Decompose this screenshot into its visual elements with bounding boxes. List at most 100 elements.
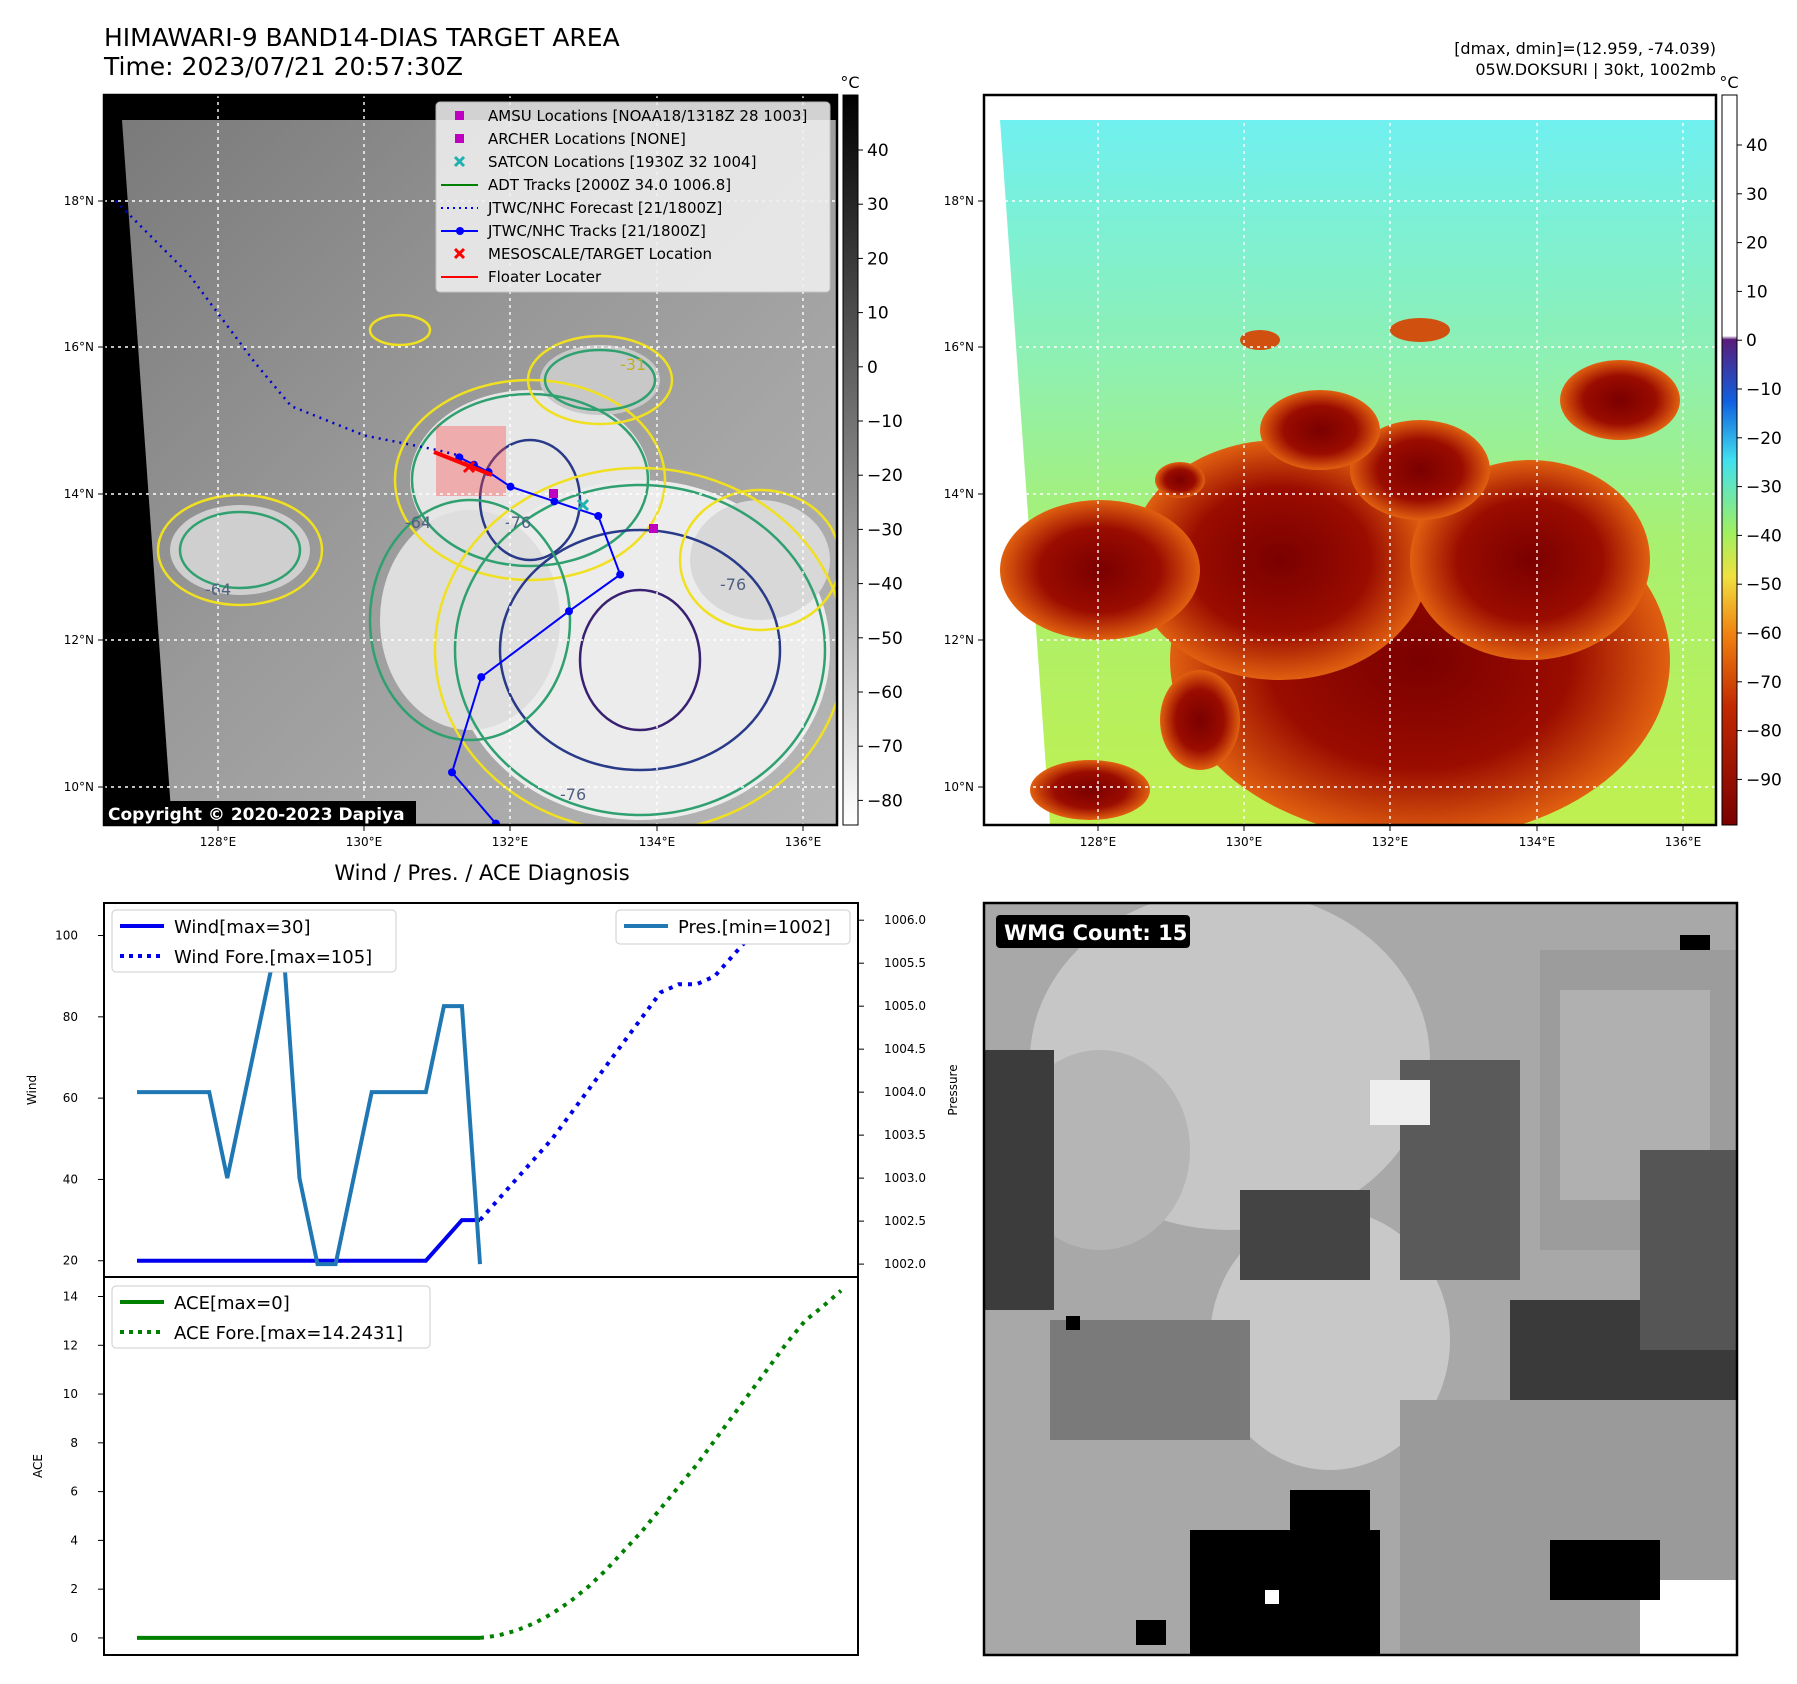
colorbar-tick-label: 0: [1746, 331, 1757, 351]
lat-tick-label: 18°N: [64, 194, 94, 208]
legend-entry: MESOSCALE/TARGET Location: [453, 245, 712, 263]
lon-tick-label: 134°E: [1519, 835, 1556, 849]
wind-tick-label: 20: [63, 1254, 78, 1268]
colorbar-tick-label: −20: [867, 466, 903, 486]
ace-tick-label: 4: [70, 1533, 78, 1547]
colorbar-tick-label: 0: [867, 358, 878, 378]
lon-tick-label: 128°E: [200, 835, 237, 849]
lon-tick-label: 130°E: [1226, 835, 1263, 849]
lon-tick-label: 136°E: [1665, 835, 1702, 849]
lon-tick-label: 128°E: [1080, 835, 1117, 849]
ace-legend: ACE[max=0] ACE Fore.[max=14.2431]: [111, 1285, 431, 1349]
pressure-axis-label: Pressure: [946, 1064, 960, 1115]
lat-tick-label: 18°N: [944, 194, 974, 208]
legend-entry: Floater Locater: [441, 268, 602, 286]
colorbar-tick-label: −80: [1746, 722, 1782, 742]
ir-panel: -76 -64 -76 -64 -76 -31: [64, 93, 839, 849]
contour-label: -64: [405, 513, 431, 532]
contour-label: -76: [560, 785, 586, 804]
storm-info-label: 05W.DOKSURI | 30kt, 1002mb: [1475, 60, 1716, 79]
track-point: [477, 673, 486, 682]
legend-label: ACE Fore.[max=14.2431]: [174, 1323, 403, 1344]
colorbar-tick-label: −70: [867, 737, 903, 757]
svg-text:ARCHER Locations [NONE]: ARCHER Locations [NONE]: [488, 130, 686, 148]
contour-label: -76: [720, 575, 746, 594]
colorbar-tick-label: −80: [867, 791, 903, 811]
lon-tick-label: 134°E: [639, 835, 676, 849]
legend-entry: ADT Tracks [2000Z 34.0 1006.8]: [441, 176, 731, 194]
colorbar-tick-label: −20: [1746, 429, 1782, 449]
colorbar-tick-label: −40: [867, 575, 903, 595]
floater-area: [436, 426, 506, 496]
wind-axis-label: Wind: [25, 1075, 39, 1105]
pressure-tick-label: 1005.5: [884, 956, 926, 970]
lat-tick-label: 10°N: [944, 780, 974, 794]
pressure-tick-label: 1005.0: [884, 999, 926, 1013]
pressure-tick-label: 1002.0: [884, 1257, 926, 1271]
contour-label: -76: [505, 513, 531, 532]
ace-tick-label: 0: [70, 1631, 78, 1645]
legend-entry: ARCHER Locations [NONE]: [455, 130, 686, 148]
ace-forecast-line: [479, 1289, 843, 1640]
colorbar-tick-label: −10: [867, 412, 903, 432]
colorbar-tick-label: 40: [1746, 136, 1768, 156]
copyright-box: [104, 801, 416, 825]
legend-entry: JTWC/NHC Forecast [21/1800Z]: [441, 199, 722, 217]
figure-title: HIMAWARI-9 BAND14-DIAS TARGET AREA: [104, 23, 620, 52]
color-enhanced-panel: 128°E 130°E 132°E 134°E 136°E 18°N 16°N 14°N 12°…: [944, 93, 1718, 849]
ir-legend: AMSU Locations [NOAA18/1318Z 28 1003] ARC…: [435, 101, 831, 293]
colorbar-tick-label: −60: [1746, 624, 1782, 644]
track-point: [616, 570, 625, 579]
legend-entry: JTWC/NHC Tracks [21/1800Z]: [441, 222, 706, 240]
lon-tick-label: 136°E: [785, 835, 822, 849]
svg-text:JTWC/NHC Tracks [21/1800Z]: JTWC/NHC Tracks [21/1800Z]: [487, 222, 706, 240]
track-point: [565, 607, 573, 616]
colorbar-tick-label: 10: [1746, 282, 1768, 302]
colorbar-unit: °C: [840, 73, 859, 92]
ace-tick-label: 8: [70, 1436, 78, 1450]
color-colorbar: °C 40 30 20 10 0 −10 −20 −30 −40 −50 −60 −70 −80 −90: [1719, 73, 1782, 826]
ace-tick-label: 6: [70, 1485, 78, 1499]
track-point: [550, 497, 559, 506]
amsu-marker: [549, 489, 558, 498]
colorbar-tick-label: −60: [867, 683, 903, 703]
colorbar-tick-label: 10: [867, 304, 889, 324]
wind-tick-label: 100: [55, 929, 78, 943]
pressure-line: [137, 919, 482, 1267]
lon-tick-label: 132°E: [1372, 835, 1409, 849]
colorbar-tick-label: 30: [1746, 185, 1768, 205]
legend-entry: AMSU Locations [NOAA18/1318Z 28 1003]: [455, 107, 807, 125]
colorbar-tick-label: 20: [867, 249, 889, 269]
track-point: [448, 768, 456, 777]
colorbar-unit: °C: [1719, 73, 1738, 92]
target-location-icon: [462, 460, 476, 474]
track-point: [594, 511, 603, 520]
ace-tick-label: 2: [70, 1582, 78, 1596]
lat-tick-label: 16°N: [64, 340, 94, 354]
amsu-marker: [649, 524, 658, 533]
colorbar-tick-label: −70: [1746, 673, 1782, 693]
lat-tick-label: 16°N: [944, 340, 974, 354]
wind-line: [137, 1218, 480, 1263]
pressure-tick-label: 1004.5: [884, 1042, 926, 1056]
contour-label: -64: [205, 580, 231, 599]
svg-text:ADT Tracks [2000Z 34.0 1006.8]: ADT Tracks [2000Z 34.0 1006.8]: [488, 176, 731, 194]
figure-time: Time: 2023/07/21 20:57:30Z: [103, 52, 463, 81]
pressure-legend: Pres.[min=1002]: [615, 909, 851, 945]
track-point: [506, 482, 515, 491]
lat-tick-label: 10°N: [64, 780, 94, 794]
ace-axis-label: ACE: [31, 1454, 45, 1478]
svg-text:MESOSCALE/TARGET Location: MESOSCALE/TARGET Location: [488, 245, 712, 263]
lat-tick-label: 12°N: [64, 633, 94, 647]
wind-pressure-chart: 20 40 60 80 100 1002.0 1002.5 1003.0 1003.5 1004.…: [25, 902, 960, 1278]
lon-tick-label: 132°E: [492, 835, 529, 849]
diagnosis-title: Wind / Pres. / ACE Diagnosis: [334, 861, 629, 885]
colorbar-tick-label: 20: [1746, 234, 1768, 254]
track-point: [491, 819, 500, 825]
satcon-marker: [576, 498, 590, 512]
colorbar-tick-label: 30: [867, 195, 889, 215]
dmax-dmin-label: [dmax, dmin]=(12.959, -74.039): [1454, 39, 1716, 58]
wind-legend: Wind[max=30] Wind Fore.[max=105]: [111, 909, 397, 973]
colorbar-tick-label: 40: [867, 141, 889, 161]
